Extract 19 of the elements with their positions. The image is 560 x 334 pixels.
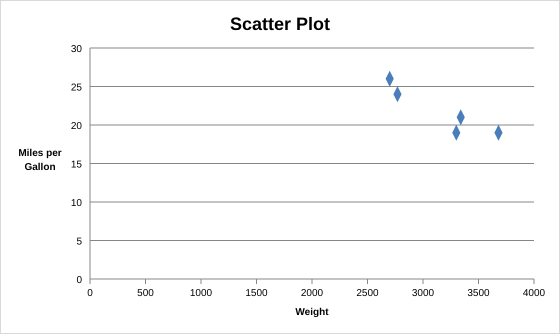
chart-title: Scatter Plot — [230, 14, 330, 34]
x-axis-title: Weight — [295, 307, 330, 318]
x-tick-label: 1000 — [190, 288, 213, 299]
y-axis-title: Miles per Gallon — [18, 148, 62, 173]
x-tick-label: 500 — [137, 288, 154, 299]
y-tick-label: 30 — [70, 44, 82, 55]
y-tick-label: 10 — [70, 198, 82, 209]
x-tick-label: 1500 — [245, 288, 268, 299]
x-tick-label: 3000 — [412, 288, 435, 299]
x-tick-label: 4000 — [522, 288, 546, 299]
x-tick-label: 2500 — [356, 288, 380, 299]
y-tick-label: 25 — [70, 82, 82, 94]
x-tick-label: 0 — [87, 288, 94, 299]
y-tick-label: 15 — [70, 160, 82, 170]
y-tick-label: 0 — [76, 275, 82, 286]
x-tick-label: 3500 — [467, 288, 490, 299]
y-tick-label: 5 — [76, 236, 82, 248]
x-tick-label: 2000 — [300, 288, 324, 299]
y-tick-label: 20 — [70, 121, 82, 132]
